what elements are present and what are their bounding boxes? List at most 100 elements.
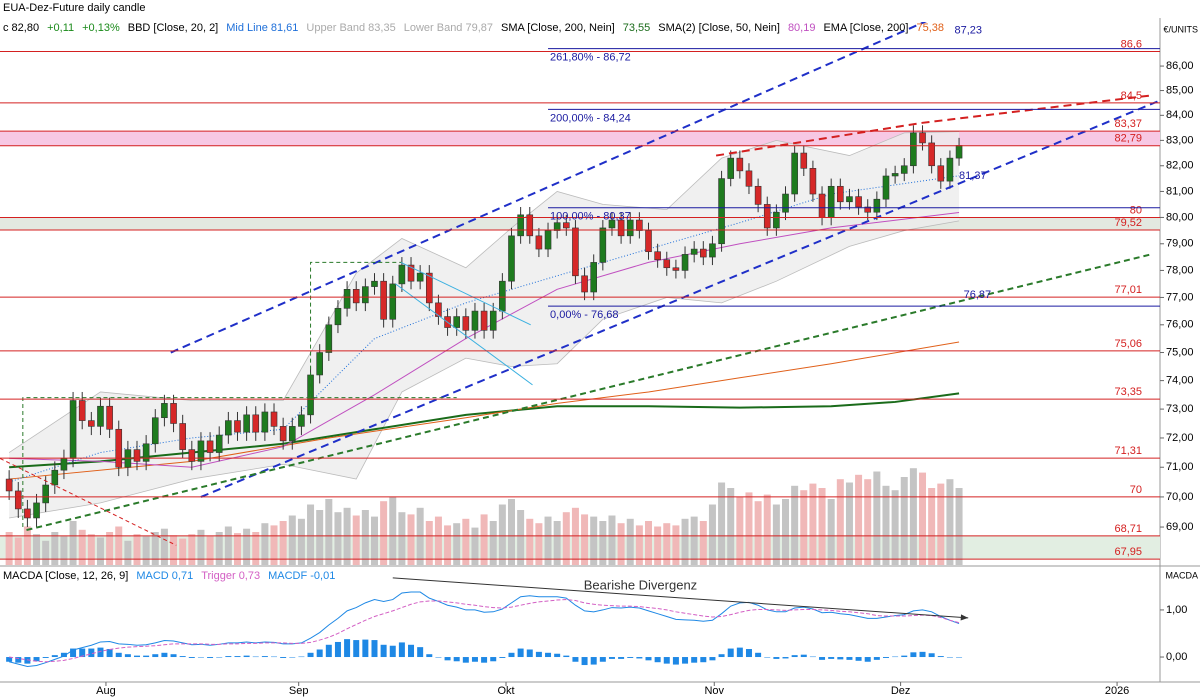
candle-body: [407, 264, 415, 282]
candle-body: [88, 420, 95, 427]
volume-bar: [517, 510, 525, 565]
macd-histogram: [97, 647, 104, 658]
volume-bar: [581, 514, 589, 565]
macd-histogram: [691, 657, 698, 663]
candle-body: [700, 248, 707, 258]
macd-histogram: [462, 657, 469, 663]
level-label: 75,06: [1114, 338, 1142, 350]
volume-bar: [754, 501, 762, 565]
macd-histogram: [928, 653, 935, 658]
candle-body: [252, 414, 260, 433]
volume-bar: [855, 474, 863, 565]
volume-bar: [51, 532, 59, 565]
macd-histogram: [846, 657, 853, 660]
candle-body: [645, 230, 652, 253]
candle-body: [910, 132, 917, 167]
macd-histogram: [143, 655, 150, 658]
macd-histogram: [471, 657, 478, 662]
macd-histogram: [892, 656, 899, 658]
trendline: [310, 261, 402, 398]
candle-body: [161, 403, 168, 419]
y-tick-label: 78,00: [1166, 264, 1194, 276]
candle-body: [873, 198, 881, 213]
macd-histogram: [791, 655, 798, 658]
volume-bar: [142, 536, 150, 565]
volume-bar: [206, 536, 214, 565]
price-label: 87,23: [954, 24, 982, 36]
macd-histogram: [755, 652, 762, 658]
candle-body: [590, 262, 598, 293]
candle-body: [690, 248, 698, 255]
candle-body: [78, 400, 86, 421]
macd-histogram: [325, 644, 332, 658]
macd-histogram: [736, 647, 743, 658]
candle-body: [736, 157, 744, 172]
volume-bar: [718, 482, 726, 565]
volume-bar: [864, 479, 872, 565]
macd-histogram: [837, 657, 844, 660]
candle-body: [243, 414, 250, 433]
macd-histogram: [782, 657, 789, 659]
candle-body: [535, 235, 543, 250]
volume-bar: [124, 540, 132, 565]
macd-histogram: [901, 655, 908, 658]
volume-bar: [553, 521, 561, 565]
candle-body: [33, 502, 40, 519]
volume-bar: [526, 518, 534, 565]
volume-bar: [115, 526, 123, 565]
candle-body: [14, 490, 22, 510]
candle-body: [51, 469, 59, 486]
volume-bar: [334, 512, 342, 565]
legend-entry: Upper Band 83,35: [306, 22, 395, 34]
volume-bar: [535, 523, 543, 565]
macd-histogram: [727, 648, 734, 658]
annotation-arrow: [392, 577, 969, 619]
candle-body: [5, 478, 13, 492]
macd-histogram: [261, 656, 268, 658]
macd-histogram: [271, 656, 278, 658]
candle-body: [142, 443, 150, 462]
macd-histogram: [6, 657, 13, 662]
legend-entry: c 82,80: [3, 22, 39, 34]
candle-body: [480, 310, 488, 331]
macd-histogram: [535, 651, 542, 658]
macd-histogram: [197, 657, 204, 658]
y-tick-label: 80,00: [1166, 211, 1194, 223]
volume-bar: [453, 523, 461, 565]
bollinger-lower: [9, 220, 960, 519]
candle-body: [672, 267, 680, 271]
macd-histogram: [225, 656, 232, 658]
candle-body: [544, 230, 552, 250]
y-tick-label: 72,00: [1166, 432, 1194, 444]
volume-bar: [544, 516, 552, 565]
macd-histogram: [51, 655, 58, 658]
volume-bar: [170, 535, 178, 565]
macd-histogram: [682, 657, 689, 664]
y-tick-label: 69,00: [1166, 521, 1194, 533]
candle-body: [955, 145, 963, 159]
candle-body: [837, 185, 844, 203]
macd-histogram: [79, 648, 86, 658]
volume-bar: [270, 525, 278, 565]
trendline: [715, 94, 1151, 157]
candle-body: [380, 280, 387, 320]
candle-body: [234, 420, 241, 433]
candle-body: [900, 165, 908, 174]
macd-histogram: [398, 642, 405, 658]
volume-bar: [836, 479, 844, 565]
x-tick-label: Sep: [289, 685, 309, 697]
candle-body: [681, 254, 689, 271]
volume-bar: [288, 515, 296, 565]
volume-bar: [471, 527, 479, 565]
candle-body: [60, 458, 68, 471]
macd-histogram: [42, 657, 49, 658]
volume-bar: [708, 504, 716, 565]
macd-histogram: [745, 649, 752, 658]
macd-histogram: [718, 654, 725, 658]
candle-body: [298, 414, 305, 427]
candle-body: [718, 178, 725, 245]
candle-body: [416, 272, 424, 282]
candle-body: [325, 324, 333, 353]
level-label: 67,95: [1114, 546, 1142, 558]
volume-bar: [645, 521, 653, 565]
